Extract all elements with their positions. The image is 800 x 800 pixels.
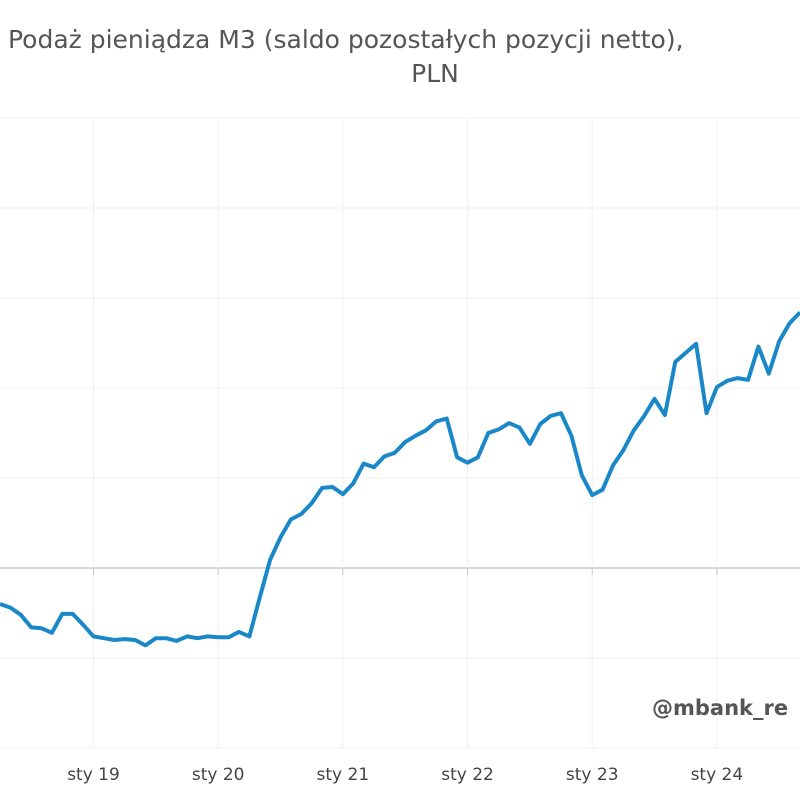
chart-title: PLN xyxy=(411,59,459,88)
x-tick-label: sty 22 xyxy=(441,765,494,785)
x-tick-label: sty 21 xyxy=(317,765,370,785)
data-line xyxy=(0,311,800,648)
x-tick-label: sty 20 xyxy=(192,765,245,785)
x-tick-label: sty 24 xyxy=(691,765,744,785)
x-tick-label: sty 23 xyxy=(566,765,619,785)
x-tick-label: sty 19 xyxy=(67,765,120,785)
watermark: @mbank_re xyxy=(652,696,788,720)
chart-title: Podaż pieniądza M3 (saldo pozostałych po… xyxy=(8,25,684,54)
